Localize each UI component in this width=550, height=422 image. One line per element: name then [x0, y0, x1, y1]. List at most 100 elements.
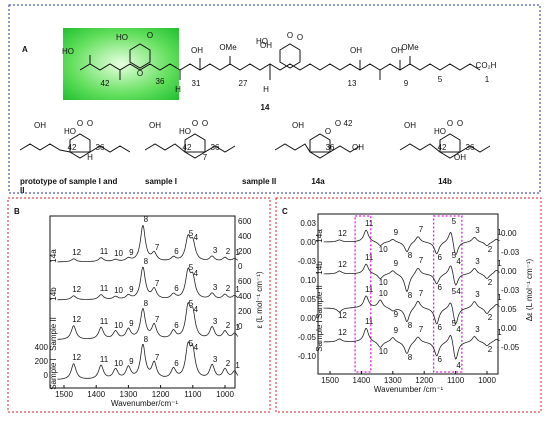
compound-number: 14	[261, 103, 270, 112]
caption: sample I	[145, 177, 177, 186]
trace-name: 14b	[49, 287, 58, 301]
peak-label: 6	[438, 355, 443, 364]
peak-label: 1	[235, 285, 240, 294]
peak-label: 2	[488, 345, 493, 354]
structure-label: 36	[326, 143, 335, 152]
peak-label: 12	[338, 260, 347, 269]
peak-label: 5	[189, 229, 194, 238]
structure-label: HO	[64, 127, 76, 136]
structure-label: 42	[101, 79, 110, 88]
peak-label: 3	[213, 283, 218, 292]
peak-label: 11	[100, 355, 109, 364]
peak-label: 6	[438, 323, 443, 332]
x-tick-label: 1300	[384, 376, 402, 385]
peak-label: 8	[408, 251, 413, 260]
x-axis-label: Wavenumber /cm⁻¹	[374, 385, 444, 394]
structure-label: HO	[434, 127, 446, 136]
peak-label: 10	[114, 321, 123, 330]
y-tick-label: 0.05	[501, 305, 517, 314]
y-tick-label: 400	[238, 292, 252, 301]
y-tick-label: 0	[238, 322, 243, 331]
spectrum	[323, 328, 500, 360]
structure-label: 1	[485, 75, 490, 84]
structure-label: OH	[404, 121, 416, 130]
peak-label: 9	[129, 285, 134, 294]
peak-label: 2	[488, 313, 493, 322]
peak-label: 11	[365, 317, 374, 326]
y-tick-label: -0.05	[298, 333, 317, 342]
spectrum	[57, 301, 239, 340]
y-tick-label: 0	[44, 371, 49, 380]
peak-label: 9	[394, 326, 399, 335]
panel-label: B	[14, 207, 20, 216]
trace-name: 14b	[315, 261, 324, 275]
y-tick-label: 400	[238, 232, 252, 241]
peak-label: 11	[365, 253, 374, 262]
panel-b-frame	[7, 197, 271, 413]
structure-label: 42	[344, 119, 353, 128]
peak-label: 8	[144, 335, 149, 344]
peak-label: 1	[235, 361, 240, 370]
trace-name: Sample I	[49, 358, 58, 390]
structure-label: OH	[149, 121, 161, 130]
y-tick-label: -0.03	[501, 248, 520, 257]
peak-label: 8	[408, 291, 413, 300]
x-tick-label: 1500	[321, 376, 339, 385]
peak-label: 7	[419, 225, 424, 234]
peak-label: 7	[419, 325, 424, 334]
peak-label: 12	[72, 285, 81, 294]
peak-label: 3	[475, 325, 480, 334]
trace-name: Sample II	[315, 285, 324, 319]
caption: 14b	[438, 177, 452, 186]
peak-label: 7	[155, 279, 160, 288]
peak-label: 11	[100, 284, 109, 293]
peak-label: 3	[213, 355, 218, 364]
peak-label: 11	[365, 285, 374, 294]
peak-label: 12	[338, 311, 347, 320]
x-tick-label: 1200	[152, 390, 170, 399]
y-tick-label: 200	[35, 357, 49, 366]
peak-label: 4	[456, 325, 461, 334]
structure-label: 31	[192, 79, 201, 88]
structure-label: O	[192, 119, 198, 128]
panel-label: C	[282, 207, 288, 216]
x-tick-label: 1400	[87, 390, 105, 399]
structure-label: 36	[466, 143, 475, 152]
peak-label: 10	[379, 278, 388, 287]
spectrum	[323, 295, 500, 325]
structure-label: O	[77, 119, 83, 128]
structure-label: 7	[203, 153, 208, 162]
y-tick-label: 600	[238, 217, 252, 226]
structure-label: OH	[292, 121, 304, 130]
peak-label: 8	[144, 257, 149, 266]
peak-label: 6	[174, 321, 179, 330]
structure-label: 36	[156, 77, 165, 86]
structure-label: OH	[391, 46, 403, 55]
x-tick-label: 1300	[120, 390, 138, 399]
peak-label: 12	[338, 328, 347, 337]
peak-label: 10	[114, 359, 123, 368]
structure-label: 42	[183, 143, 192, 152]
structure-label: 42	[438, 143, 447, 152]
trace-name: 14a	[49, 249, 58, 263]
spectrum	[57, 341, 239, 380]
caption: prototype of sample I and	[20, 177, 117, 186]
peak-label: 9	[129, 248, 134, 257]
x-tick-label: 1000	[478, 376, 496, 385]
peak-label: 5	[189, 299, 194, 308]
structure-label: 13	[348, 79, 357, 88]
peak-label: 2	[226, 359, 231, 368]
structure-label: 5	[438, 75, 443, 84]
structure-label: H	[175, 85, 181, 94]
structure-label: OH	[191, 46, 203, 55]
peak-label: 1	[497, 228, 502, 237]
peak-label: 10	[114, 249, 123, 258]
structure-label: O	[147, 31, 153, 40]
structure-label: O	[137, 69, 143, 78]
panel-label: A	[22, 45, 28, 54]
caption: 14a	[311, 177, 325, 186]
peak-label: 3	[213, 246, 218, 255]
peak-label: 4	[456, 287, 461, 296]
y-tick-label: 200	[238, 307, 252, 316]
y-tick-label: -0.05	[501, 343, 520, 352]
